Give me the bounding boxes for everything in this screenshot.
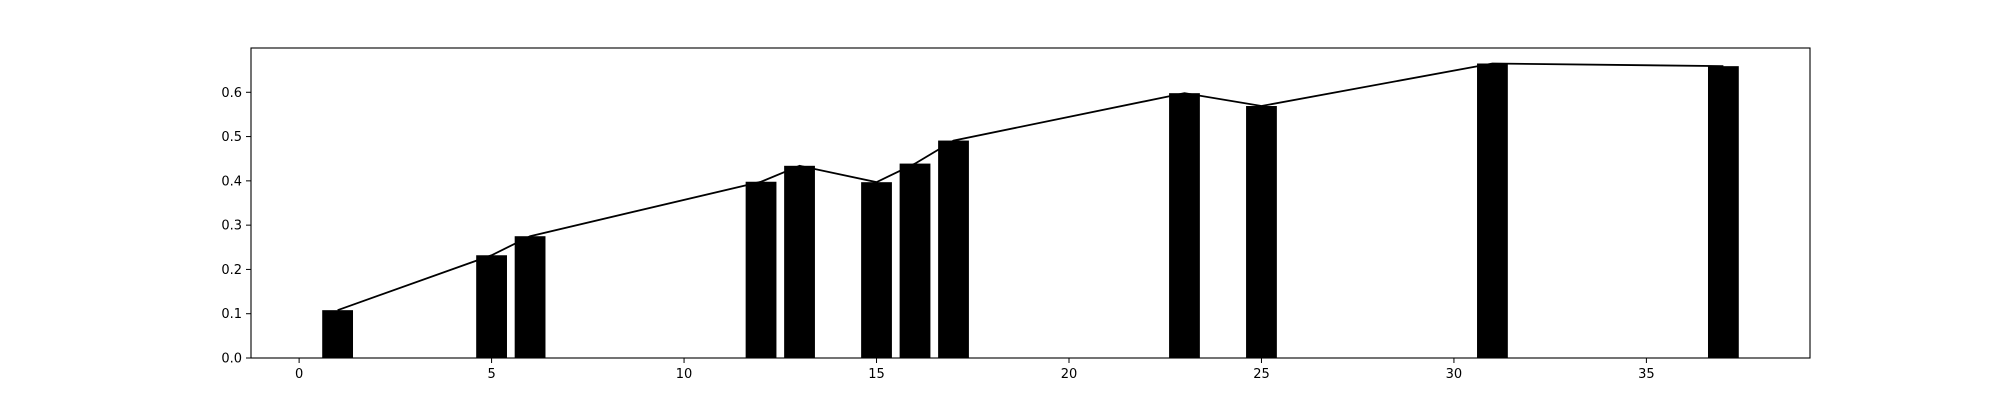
bar [938, 140, 969, 358]
bar [861, 182, 892, 358]
x-tick-label: 20 [1061, 367, 1078, 382]
bar [322, 310, 354, 358]
y-tick-label: 0.6 [221, 86, 242, 101]
series-line [337, 62, 1724, 312]
bar [745, 181, 777, 358]
x-tick-label: 30 [1446, 367, 1463, 382]
y-axis: 0.0 0.1 0.2 0.3 0.4 0.5 0.6 [221, 86, 251, 367]
x-tick-label: 15 [868, 367, 885, 382]
y-tick-label: 0.5 [221, 130, 242, 145]
x-tick-label: 25 [1253, 367, 1270, 382]
y-tick-label: 0.3 [221, 219, 242, 234]
x-axis: 0 5 10 15 20 25 30 35 [295, 358, 1655, 382]
bar [514, 236, 546, 358]
bar [1707, 66, 1739, 359]
y-tick-label: 0.2 [221, 263, 242, 278]
bar [899, 163, 931, 358]
y-tick-label: 0.0 [221, 352, 242, 367]
bar [476, 255, 507, 358]
bar [1246, 106, 1277, 358]
y-tick-label: 0.1 [221, 307, 242, 322]
y-tick-label: 0.4 [221, 174, 242, 189]
x-tick-label: 10 [676, 367, 693, 382]
bars-group [322, 63, 1739, 359]
plot-frame [250, 47, 1811, 359]
x-tick-label: 0 [295, 367, 303, 382]
x-tick-label: 35 [1638, 367, 1655, 382]
bar [1169, 93, 1200, 359]
bar [784, 165, 815, 358]
line-group [337, 62, 1724, 312]
bar [1477, 63, 1508, 358]
x-tick-label: 5 [487, 367, 495, 382]
